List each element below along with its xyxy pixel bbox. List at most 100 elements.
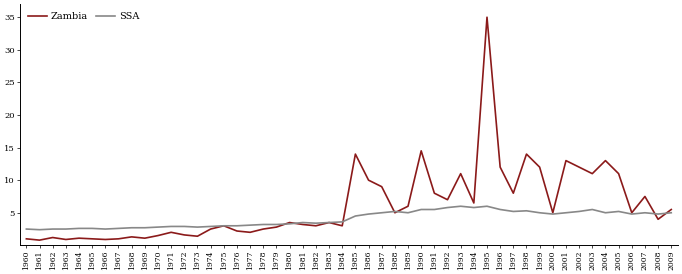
SSA <box>259 223 267 226</box>
Zambia <box>180 233 188 236</box>
SSA <box>641 211 649 214</box>
SSA <box>430 208 439 211</box>
SSA <box>535 211 544 214</box>
SSA <box>115 227 123 230</box>
SSA <box>562 211 570 214</box>
SSA <box>496 208 504 211</box>
SSA <box>575 210 583 213</box>
SSA <box>233 224 241 227</box>
SSA <box>614 210 623 213</box>
Zambia <box>654 218 662 221</box>
SSA <box>654 212 662 216</box>
SSA <box>443 206 451 209</box>
SSA <box>312 222 320 225</box>
Line: Zambia: Zambia <box>27 17 671 240</box>
Zambia <box>443 198 451 201</box>
SSA <box>325 221 333 224</box>
Zambia <box>602 159 610 162</box>
Zambia <box>522 152 531 156</box>
Zambia <box>562 159 570 162</box>
SSA <box>391 210 399 213</box>
Zambia <box>667 208 675 211</box>
SSA <box>483 205 491 208</box>
Zambia <box>62 238 70 241</box>
Zambia <box>272 226 280 229</box>
SSA <box>627 212 636 216</box>
SSA <box>101 227 109 231</box>
Zambia <box>140 236 149 240</box>
SSA <box>549 212 557 216</box>
Zambia <box>351 152 359 156</box>
Zambia <box>588 172 596 175</box>
SSA <box>470 206 478 209</box>
Line: SSA: SSA <box>27 206 671 230</box>
Zambia <box>115 237 123 241</box>
Zambia <box>286 221 294 224</box>
Zambia <box>575 165 583 169</box>
SSA <box>35 228 44 231</box>
SSA <box>364 212 372 216</box>
SSA <box>62 227 70 231</box>
SSA <box>167 225 175 228</box>
SSA <box>351 214 359 218</box>
Zambia <box>614 172 623 175</box>
Zambia <box>259 227 267 231</box>
Zambia <box>338 224 346 227</box>
SSA <box>140 226 149 229</box>
SSA <box>88 227 96 230</box>
SSA <box>246 224 254 227</box>
SSA <box>404 211 412 214</box>
Zambia <box>535 165 544 169</box>
Zambia <box>75 236 83 240</box>
Zambia <box>35 238 44 242</box>
Zambia <box>325 221 333 224</box>
Zambia <box>364 179 372 182</box>
SSA <box>602 211 610 214</box>
SSA <box>48 227 57 231</box>
Zambia <box>378 185 386 188</box>
SSA <box>667 211 675 214</box>
Zambia <box>509 192 518 195</box>
SSA <box>154 226 162 229</box>
SSA <box>272 223 280 226</box>
Zambia <box>233 229 241 233</box>
Zambia <box>404 205 412 208</box>
Zambia <box>194 235 202 238</box>
Zambia <box>483 16 491 19</box>
SSA <box>220 224 228 227</box>
SSA <box>180 225 188 228</box>
SSA <box>194 226 202 229</box>
SSA <box>417 208 426 211</box>
Zambia <box>220 224 228 227</box>
Zambia <box>48 236 57 239</box>
Zambia <box>456 172 464 175</box>
SSA <box>456 205 464 208</box>
SSA <box>75 227 83 230</box>
Zambia <box>246 231 254 234</box>
SSA <box>299 221 307 224</box>
SSA <box>588 208 596 211</box>
Zambia <box>549 211 557 214</box>
Zambia <box>312 224 320 227</box>
Zambia <box>417 149 426 152</box>
Zambia <box>470 201 478 205</box>
Zambia <box>207 227 215 231</box>
Zambia <box>167 231 175 234</box>
SSA <box>338 220 346 224</box>
Zambia <box>627 211 636 214</box>
SSA <box>509 210 518 213</box>
Zambia <box>88 237 96 241</box>
Zambia <box>101 238 109 241</box>
SSA <box>128 226 136 229</box>
Zambia <box>23 237 31 241</box>
SSA <box>23 227 31 231</box>
Zambia <box>641 195 649 198</box>
Zambia <box>299 223 307 226</box>
Zambia <box>128 235 136 239</box>
Legend: Zambia, SSA: Zambia, SSA <box>25 9 143 24</box>
SSA <box>522 209 531 212</box>
Zambia <box>430 192 439 195</box>
SSA <box>378 211 386 214</box>
SSA <box>286 222 294 226</box>
Zambia <box>154 234 162 237</box>
